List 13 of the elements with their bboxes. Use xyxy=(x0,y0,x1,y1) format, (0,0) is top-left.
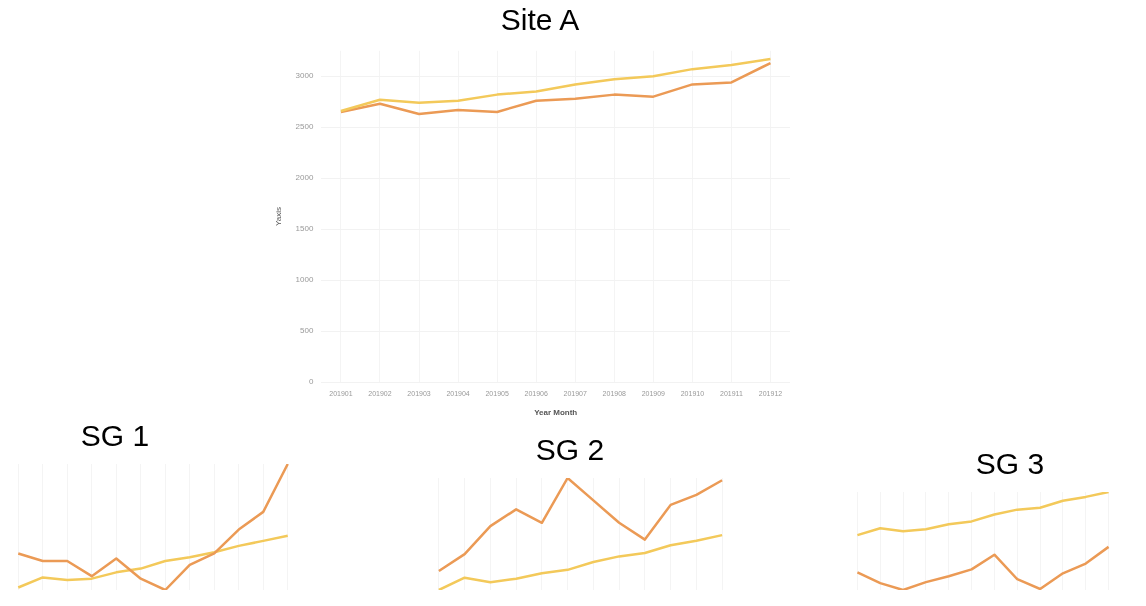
chart-title: SG 3 xyxy=(974,446,1046,482)
y-tick-label: 0 xyxy=(308,377,314,387)
y-tick-label: 3000 xyxy=(295,71,314,81)
y-tick-label: 1000 xyxy=(295,275,314,285)
chart-title: Site A xyxy=(499,2,581,38)
y-tick-label: 2000 xyxy=(295,173,314,183)
chart-title: SG 1 xyxy=(79,418,151,454)
y-axis-title: Yaxis xyxy=(274,206,283,226)
y-tick-label: 1500 xyxy=(295,224,314,234)
y-tick-label: 500 xyxy=(300,326,314,336)
x-axis-title: Year Month xyxy=(534,408,578,418)
y-tick-label: 2500 xyxy=(295,122,314,132)
chart-title: SG 2 xyxy=(534,432,606,468)
